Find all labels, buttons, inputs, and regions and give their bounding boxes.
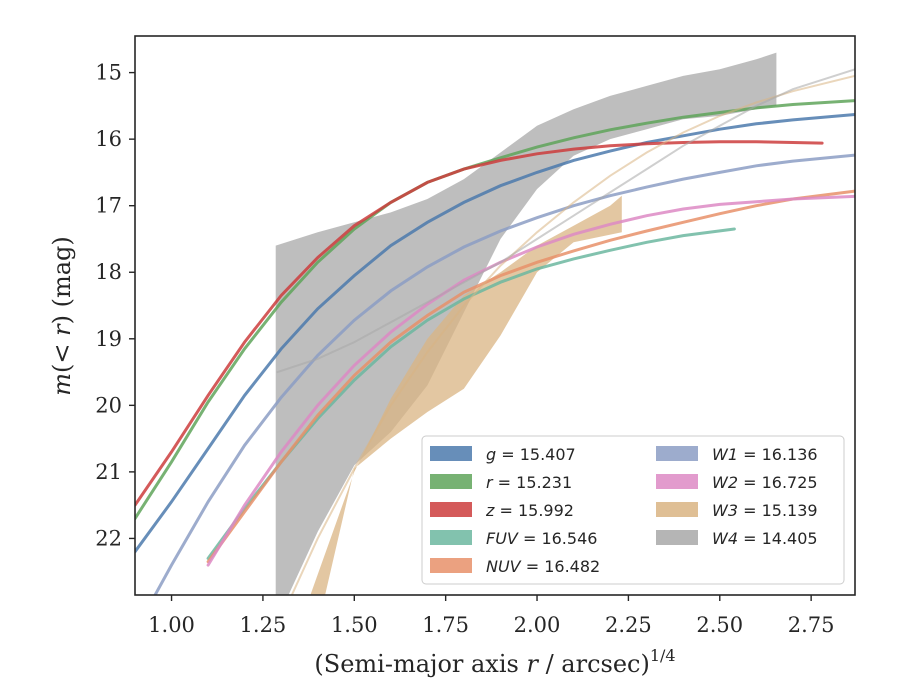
legend-swatch-w4 <box>656 530 698 545</box>
series-line-nuv <box>206 189 855 564</box>
legend-label-g: g = 15.407 <box>486 445 576 464</box>
y-tick-label: 16 <box>95 127 122 151</box>
x-tick-label: 2.75 <box>788 613 835 637</box>
x-axis-ticks: 1.00 1.25 1.50 1.75 2.00 2.25 2.50 2.75 <box>148 595 835 637</box>
x-tick-label: 1.25 <box>240 613 287 637</box>
legend-label-r: r = 15.231 <box>486 473 572 492</box>
legend-label-z: z = 15.992 <box>485 501 574 520</box>
x-tick-label: 1.50 <box>331 613 378 637</box>
legend-swatch-nuv <box>430 558 472 573</box>
legend-label-w1: W1 = 16.136 <box>712 445 818 464</box>
legend-frame <box>421 435 845 585</box>
legend-swatch-w1 <box>656 446 698 461</box>
y-tick-label: 15 <box>95 61 122 85</box>
legend-swatch-w2 <box>656 474 698 489</box>
y-tick-label: 21 <box>95 460 122 484</box>
plot-frame <box>134 35 856 596</box>
legend-label-w2: W2 = 16.725 <box>712 473 818 492</box>
y-axis-label: m(< r) (mag) <box>48 236 76 396</box>
legend-swatch-fuv <box>430 530 472 545</box>
y-tick-label: 19 <box>95 327 122 351</box>
series-line-w4 <box>276 68 855 374</box>
band-w4 <box>275 52 777 595</box>
band-w3 <box>310 195 622 595</box>
legend: g = 15.407 r = 15.231 z = 15.992 FUV = 16.5… <box>421 435 845 585</box>
series-line-w3 <box>290 74 855 595</box>
x-tick-label: 1.00 <box>148 613 195 637</box>
series-line-w2 <box>206 194 855 567</box>
legend-label-fuv: FUV = 16.546 <box>486 529 597 548</box>
legend-swatch-r <box>430 474 472 489</box>
x-tick-label: 1.75 <box>422 613 469 637</box>
legend-swatch-w3 <box>656 502 698 517</box>
series-line-w1 <box>153 153 855 595</box>
series-line-z <box>135 140 824 507</box>
legend-label-w3: W3 = 15.139 <box>712 501 818 520</box>
legend-label-nuv: NUV = 16.482 <box>486 557 600 576</box>
y-axis-ticks: 15 16 17 18 19 20 21 22 <box>95 61 135 550</box>
x-axis-label: (Semi-major axis r / arcsec)1/4 <box>314 646 675 678</box>
x-tick-label: 2.50 <box>696 613 743 637</box>
y-tick-label: 17 <box>95 194 122 218</box>
legend-swatch-z <box>430 502 472 517</box>
y-tick-label: 22 <box>95 526 122 550</box>
legend-label-w4: W4 = 14.405 <box>712 529 818 548</box>
plot-content <box>135 52 855 595</box>
x-tick-label: 2.25 <box>605 613 652 637</box>
y-tick-label: 18 <box>95 260 122 284</box>
y-tick-label: 20 <box>95 393 122 417</box>
legend-swatch-g <box>430 446 472 461</box>
series-line-g <box>135 113 855 554</box>
x-tick-label: 2.00 <box>514 613 561 637</box>
